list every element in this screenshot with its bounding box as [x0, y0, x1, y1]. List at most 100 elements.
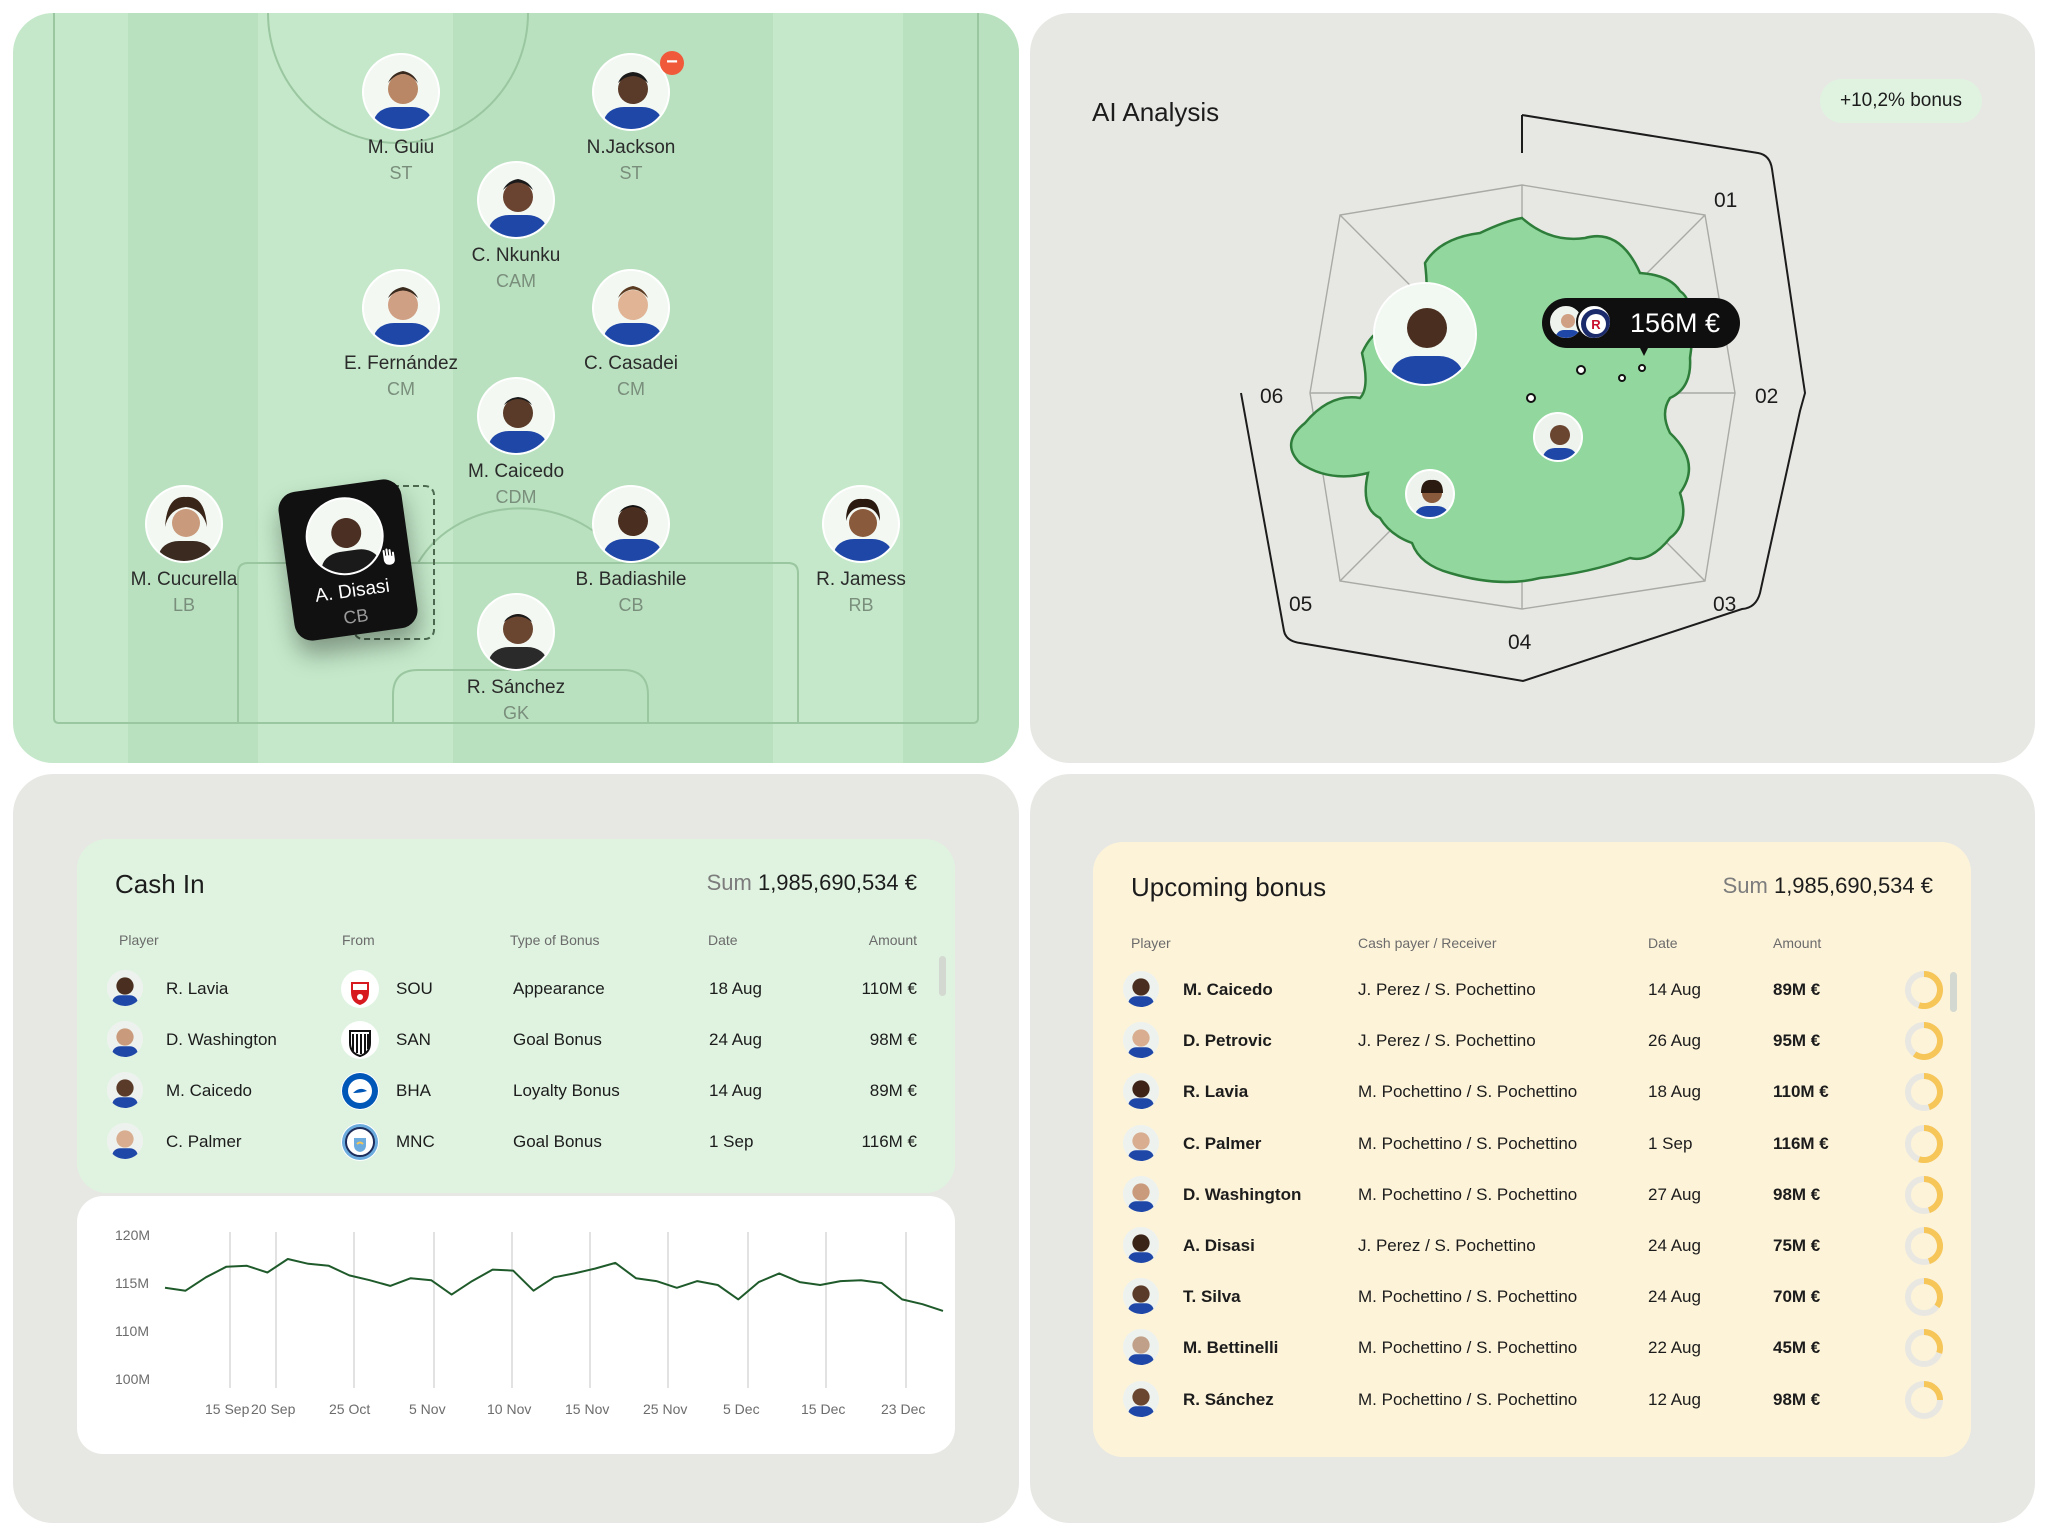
remove-player-icon[interactable]: −: [660, 51, 684, 75]
column-header[interactable]: Date: [708, 932, 738, 948]
column-header[interactable]: Amount: [868, 932, 917, 948]
pitch-stripe: [903, 13, 1019, 763]
club-code: SOU: [396, 979, 433, 998]
player-card[interactable]: M. Caicedo CDM: [441, 377, 591, 508]
x-tick-label: 25 Oct: [329, 1401, 371, 1417]
table-row[interactable]: C. Palmer MNC Goal Bonus 1 Sep 116M €: [77, 1122, 955, 1162]
column-header[interactable]: Date: [1648, 935, 1678, 951]
player-avatar: [1123, 1022, 1159, 1059]
column-header[interactable]: Player: [119, 932, 159, 948]
player-card[interactable]: C. Nkunku CAM: [441, 161, 591, 292]
player-position: CAM: [496, 271, 536, 291]
table-row[interactable]: M. Caicedo J. Perez / S. Pochettino 14 Aug…: [1093, 970, 1971, 1010]
player-position: CM: [617, 379, 645, 399]
column-header[interactable]: Amount: [1773, 935, 1822, 951]
sum-total: Sum 1,985,690,534 €: [1723, 873, 1933, 899]
table-row[interactable]: D. Petrovic J. Perez / S. Pochettino 26 Au…: [1093, 1021, 1971, 1061]
player-card[interactable]: R. Sánchez GK: [441, 593, 591, 724]
bonus-date: 24 Aug: [1648, 1236, 1701, 1255]
sum-label: Sum: [706, 870, 752, 895]
club-crest-icon: R: [1576, 304, 1612, 340]
player-name: M. Caicedo: [1183, 980, 1273, 999]
cash-line-chart: [164, 1232, 944, 1388]
bonus-amount: 75M €: [1773, 1236, 1821, 1255]
table-row[interactable]: M. Bettinelli M. Pochettino / S. Pochetti…: [1093, 1328, 1971, 1368]
x-tick-label: 20 Sep: [251, 1401, 296, 1417]
bonus-amount: 98M €: [1773, 1389, 1821, 1409]
radar-axis-label: 02: [1755, 385, 1779, 408]
cash-payer-receiver: M. Pochettino / S. Pochettino: [1358, 1287, 1578, 1307]
bonus-amount: 89M €: [869, 1081, 917, 1100]
player-card[interactable]: E. Fernández CM: [326, 269, 476, 400]
southampton-crest-icon: [341, 970, 379, 1008]
radar-axis-label: 04: [1508, 631, 1532, 654]
player-photo: [300, 492, 389, 581]
cash-in-panel: Cash In Sum 1,985,690,534 € Player From …: [13, 774, 1019, 1523]
table-row[interactable]: C. Palmer M. Pochettino / S. Pochettino 1 …: [1093, 1124, 1971, 1164]
player-position: CB: [618, 595, 644, 615]
sum-value: 1,985,690,534 €: [757, 870, 917, 895]
player-card[interactable]: M. Cucurella LB: [109, 485, 259, 616]
scrollbar[interactable]: [939, 956, 946, 996]
table-row[interactable]: A. Disasi J. Perez / S. Pochettino 24 Aug 7…: [1093, 1226, 1971, 1266]
bonus-amount: 70M €: [1773, 1287, 1821, 1307]
column-header[interactable]: Cash payer / Receiver: [1358, 935, 1497, 951]
dragged-player-card[interactable]: A. Disasi CB: [276, 477, 420, 643]
bonus-amount: 98M €: [869, 1030, 917, 1049]
table-row[interactable]: R. Lavia M. Pochettino / S. Pochettino 18 …: [1093, 1072, 1971, 1112]
player-name: R. Sánchez: [466, 677, 566, 698]
value-tooltip-text: 156M €: [1630, 308, 1721, 338]
player-name: M. Cucurella: [130, 569, 238, 590]
progress-donut: [1905, 1329, 1943, 1368]
player-card[interactable]: M. Guiu ST: [326, 53, 476, 184]
player-card[interactable]: B. Badiashile CB: [556, 485, 706, 616]
table-row[interactable]: D. Washington SAN Goal Bonus 24 Aug 98M €: [77, 1020, 955, 1060]
cash-payer-receiver: M. Pochettino / S. Pochettino: [1358, 1184, 1578, 1204]
cash-payer-receiver: M. Pochettino / S. Pochettino: [1358, 1082, 1578, 1102]
player-name: M. Caicedo: [166, 1081, 252, 1100]
bonus-chip: +10,2% bonus: [1820, 79, 1982, 123]
sum-label: Sum: [1722, 873, 1768, 898]
player-name: D. Petrovic: [1183, 1031, 1272, 1051]
progress-donut: [1905, 1073, 1943, 1112]
column-header[interactable]: From: [342, 932, 375, 948]
player-photo: [592, 53, 670, 131]
table-row[interactable]: R. Sánchez M. Pochettino / S. Pochettino 1…: [1093, 1380, 1971, 1420]
column-header[interactable]: Type of Bonus: [510, 932, 600, 948]
column-header[interactable]: Player: [1131, 935, 1171, 951]
player-name: R. Sánchez: [1183, 1389, 1274, 1409]
player-avatar: [1533, 412, 1583, 462]
cash-payer-receiver: M. Pochettino / S. Pochettino: [1358, 1338, 1578, 1358]
bonus-amount: 45M €: [1773, 1338, 1821, 1358]
progress-donut: [1905, 1380, 1943, 1419]
player-photo: [477, 593, 555, 671]
player-avatar: [107, 970, 143, 1006]
bonus-date: 12 Aug: [1648, 1389, 1701, 1409]
table-row[interactable]: M. Caicedo BHA Loyalty Bonus 14 Aug 89M €: [77, 1071, 955, 1111]
radar-axis-label: 03: [1713, 593, 1737, 616]
player-card[interactable]: − N.Jackson ST: [556, 51, 706, 184]
bonus-amount: 98M €: [1773, 1184, 1821, 1204]
table-row[interactable]: T. Silva M. Pochettino / S. Pochettino 24 …: [1093, 1277, 1971, 1317]
cash-payer-receiver: M. Pochettino / S. Pochettino: [1358, 1389, 1578, 1409]
grab-hand-icon: [381, 547, 396, 566]
player-photo: [592, 269, 670, 347]
player-card[interactable]: C. Casadei CM: [556, 269, 706, 400]
man-city-crest-icon: [341, 1123, 379, 1161]
y-tick-label: 115M: [115, 1275, 149, 1291]
player-card[interactable]: R. Jamess RB: [786, 485, 936, 616]
player-name: M. Guiu: [367, 137, 435, 158]
player-photo: [362, 269, 440, 347]
club-code: SAN: [396, 1030, 431, 1049]
player-position: CDM: [495, 487, 537, 507]
table-row[interactable]: D. Washington M. Pochettino / S. Pochetti…: [1093, 1175, 1971, 1215]
scrollbar[interactable]: [1950, 972, 1957, 1012]
brighton-crest-icon: [341, 1072, 379, 1110]
table-row[interactable]: R. Lavia SOU Appearance 18 Aug 110M €: [77, 969, 955, 1009]
player-name: M. Caicedo: [467, 461, 565, 482]
player-photo: [145, 485, 223, 563]
progress-donut: [1905, 1175, 1943, 1214]
player-name: C. Palmer: [166, 1132, 242, 1151]
player-photo: [362, 53, 440, 131]
bonus-date: 22 Aug: [1648, 1338, 1701, 1358]
